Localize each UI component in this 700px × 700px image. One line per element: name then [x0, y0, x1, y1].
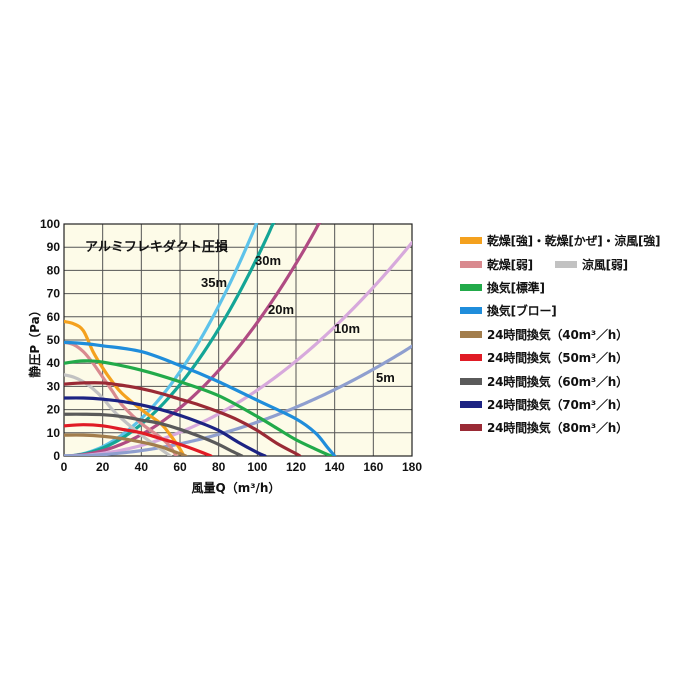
- legend-swatch: [460, 354, 482, 362]
- series-line-7: [64, 412, 244, 456]
- series-line-8: [64, 396, 267, 456]
- x-tick-label: 120: [286, 460, 306, 474]
- legend-label: 24時間換気（80m³／h）: [487, 421, 628, 436]
- legend-label: 換気[ブロー]: [487, 304, 557, 319]
- legend-row: 24時間換気（50m³／h）: [460, 346, 695, 369]
- duct-label-5m: 5m: [376, 370, 395, 385]
- legend-item: 24時間換気（70m³／h）: [460, 396, 628, 413]
- legend-item: 涼風[弱]: [554, 256, 628, 273]
- legend-label: 24時間換気（40m³／h）: [487, 327, 628, 342]
- y-tick-label: 90: [47, 240, 61, 254]
- series-line-3: [64, 359, 333, 456]
- legend-item: 乾燥[強]・乾燥[かぜ]・涼風[強]: [460, 232, 661, 249]
- legend-swatch: [460, 424, 482, 432]
- y-tick-label: 100: [40, 217, 60, 231]
- series-line-2: [64, 373, 172, 456]
- x-tick-label: 20: [96, 460, 110, 474]
- duct-label-35m: 35m: [201, 275, 227, 290]
- duct-length-labels: 35m 30m 20m 10m 5m: [201, 253, 395, 385]
- legend-label: 換気[標準]: [487, 280, 545, 295]
- x-axis-label: 風量Q（m³/h）: [192, 480, 281, 495]
- legend-swatch: [460, 260, 482, 268]
- grid-lines: [63, 223, 413, 457]
- legend-item: 24時間換気（40m³／h）: [460, 326, 628, 343]
- y-axis-label: 静圧P（Pa）: [27, 304, 42, 377]
- legend-swatch: [460, 283, 482, 291]
- y-tick-label: 0: [53, 449, 60, 463]
- legend-item: 24時間換気（80m³／h）: [460, 419, 628, 436]
- legend-swatch: [554, 260, 577, 268]
- y-tick-label: 80: [47, 263, 61, 277]
- legend-item: 24時間換気（50m³／h）: [460, 349, 628, 366]
- duct-curve-20m: [64, 223, 322, 456]
- series-line-4: [64, 340, 337, 456]
- legend-row: 24時間換気（40m³／h）: [460, 323, 695, 346]
- legend-label: 乾燥[弱]: [487, 257, 533, 272]
- legend-row: 24時間換気（80m³／h）: [460, 416, 695, 439]
- legend-label: 涼風[弱]: [581, 257, 628, 272]
- y-tick-label: 10: [47, 426, 61, 440]
- series-line-0: [64, 319, 186, 456]
- legend-row: 乾燥[弱] 涼風[弱]: [460, 252, 695, 275]
- legend-row: 換気[標準]: [460, 276, 695, 299]
- legend-label: 乾燥[強]・乾燥[かぜ]・涼風[強]: [487, 234, 661, 249]
- legend-label: 24時間換気（70m³／h）: [487, 397, 628, 412]
- legend-swatch: [460, 330, 482, 338]
- legend-label: 24時間換気（60m³／h）: [487, 374, 628, 389]
- legend-swatch: [460, 307, 482, 315]
- duct-label-20m: 20m: [268, 302, 294, 317]
- plot-frame: [63, 223, 413, 457]
- legend-swatch: [460, 237, 482, 245]
- duct-label-10m: 10m: [334, 321, 360, 336]
- chart-curves: [64, 223, 412, 456]
- x-tick-label: 80: [212, 460, 226, 474]
- legend: 乾燥[強]・乾燥[かぜ]・涼風[強] 乾燥[弱] 涼風[弱] 換気[標準] 換気[ブロー…: [460, 229, 695, 440]
- y-tick-label: 70: [47, 287, 61, 301]
- legend-item: 換気[標準]: [460, 279, 545, 296]
- duct-curve-10m: [64, 240, 412, 456]
- legend-row: 換気[ブロー]: [460, 299, 695, 322]
- x-tick-label: 40: [135, 460, 149, 474]
- legend-row: 乾燥[強]・乾燥[かぜ]・涼風[強]: [460, 229, 695, 252]
- legend-item: 換気[ブロー]: [460, 302, 557, 319]
- x-tick-label: 100: [247, 460, 267, 474]
- chart-title: アルミフレキダクト圧損: [85, 239, 229, 255]
- duct-curve-5m: [64, 344, 412, 456]
- legend-row: 24時間換気（60m³／h）: [460, 369, 695, 392]
- y-tick-label: 20: [47, 403, 61, 417]
- legend-row: 24時間換気（70m³／h）: [460, 393, 695, 416]
- legend-swatch: [460, 377, 482, 385]
- y-tick-label: 40: [47, 356, 61, 370]
- x-tick-label: 160: [363, 460, 383, 474]
- x-tick-label: 140: [325, 460, 345, 474]
- y-tick-label: 30: [47, 379, 61, 393]
- x-tick-label: 180: [402, 460, 422, 474]
- y-tick-label: 60: [47, 310, 61, 324]
- series-line-9: [64, 381, 302, 456]
- series-line-6: [64, 423, 213, 456]
- legend-item: 24時間換気（60m³／h）: [460, 373, 628, 390]
- tick-labels: 0 20 40 60 80 100 120 140 160 180 0 10 20 30 40 50 60 70 8…: [40, 217, 422, 474]
- series-line-5: [64, 433, 188, 456]
- legend-label: 24時間換気（50m³／h）: [487, 351, 628, 366]
- y-tick-label: 50: [47, 333, 61, 347]
- x-tick-label: 0: [61, 460, 68, 474]
- legend-item: 乾燥[弱]: [460, 256, 533, 273]
- x-tick-label: 60: [173, 460, 187, 474]
- legend-swatch: [460, 400, 482, 408]
- duct-label-30m: 30m: [255, 253, 281, 268]
